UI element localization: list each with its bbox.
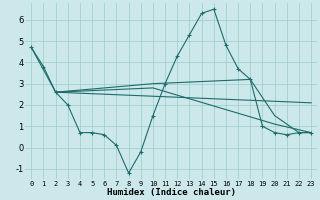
X-axis label: Humidex (Indice chaleur): Humidex (Indice chaleur) (107, 188, 236, 197)
